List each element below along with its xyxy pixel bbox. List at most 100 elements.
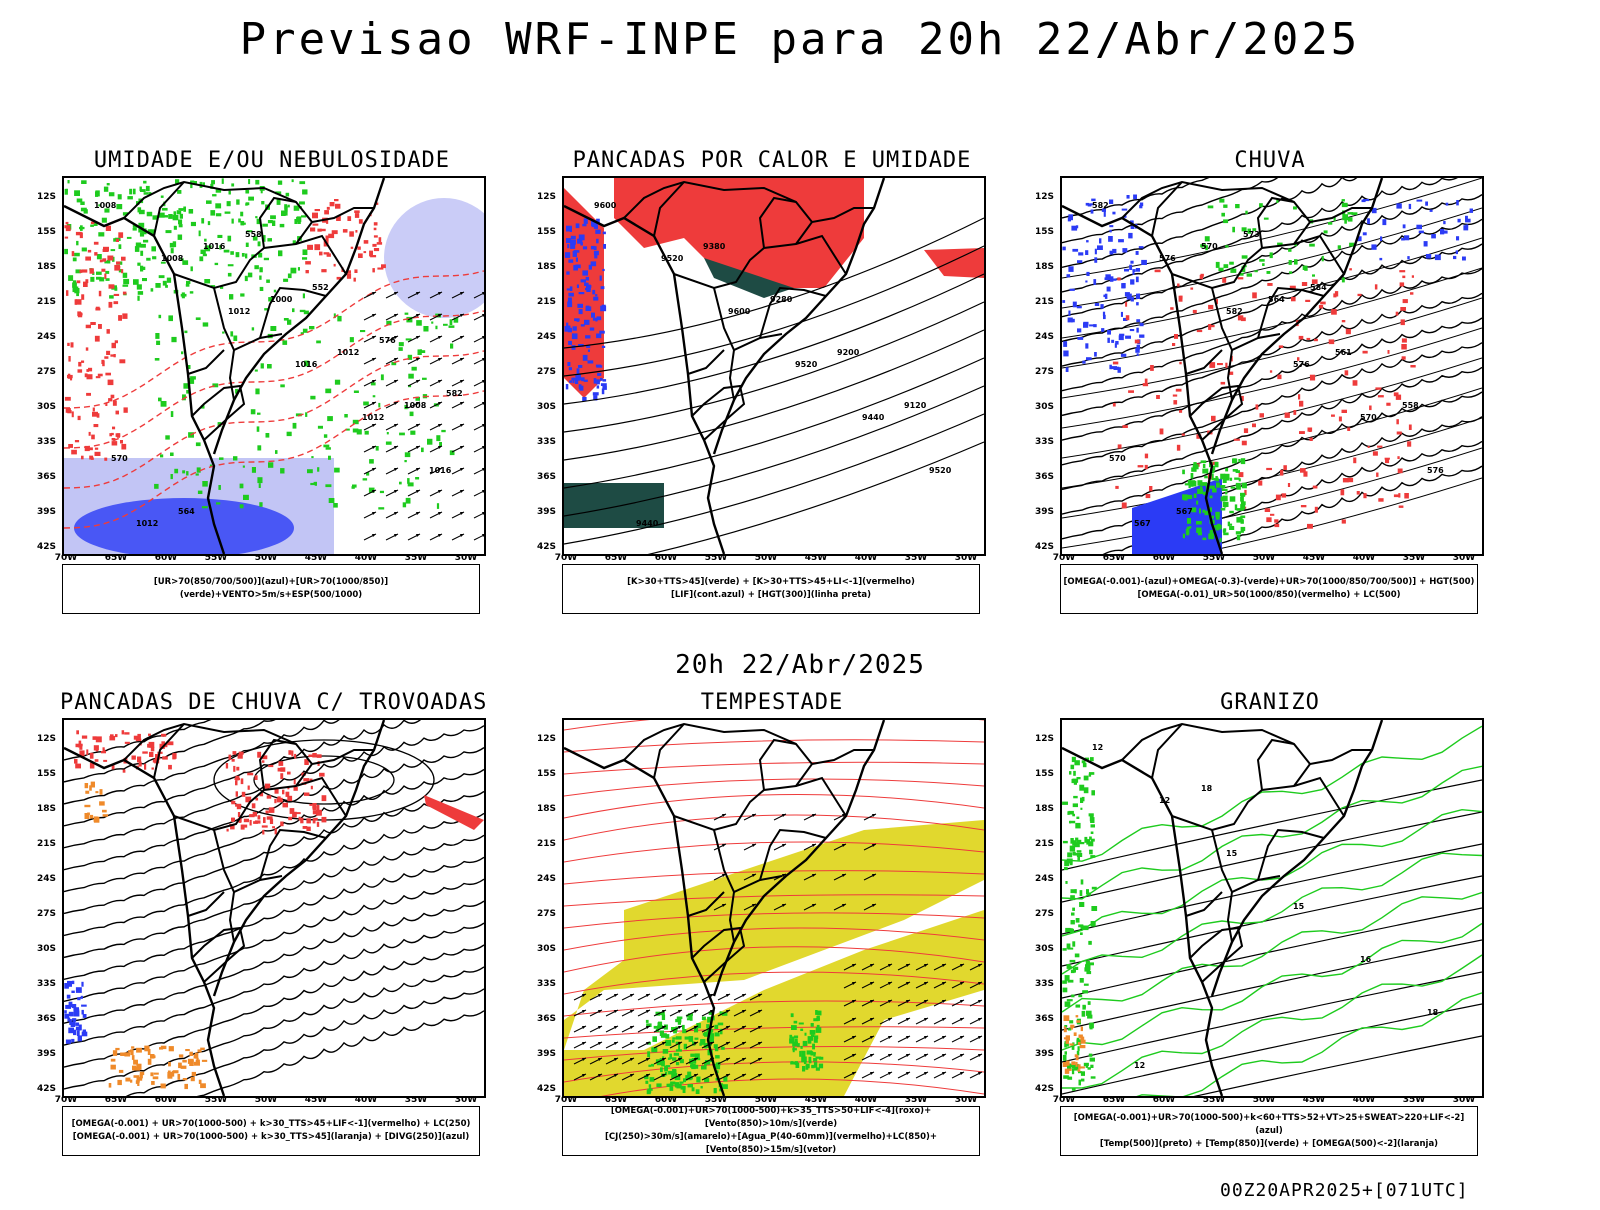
lat-tick-label: 12S [1034,734,1054,744]
legend-line: [K>30+TTS>45](verde) + [K>30+TTS>45+LI<-… [627,577,915,587]
lat-tick-label: 42S [36,542,56,552]
lon-tick-label: 30W [1452,1095,1476,1105]
lat-tick-label: 27S [536,909,556,919]
lat-tick-label: 33S [536,979,556,989]
lat-tick-label: 15S [536,769,556,779]
contour-label: 9120 [904,401,927,410]
lon-tick-label: 40W [1352,1095,1376,1105]
lon-tick-label: 55W [204,1095,228,1105]
contour-label: 9280 [770,295,793,304]
contour-label: 1016 [429,466,452,475]
contour-label: 1012 [337,348,359,357]
lon-tick-label: 45W [304,1095,328,1105]
lon-tick-label: 35W [1402,553,1426,563]
lat-tick-label: 33S [1034,437,1054,447]
lat-tick-label: 27S [36,909,56,919]
lon-tick-label: 50W [754,553,778,563]
lat-tick-label: 39S [36,507,56,517]
lat-tick-label: 42S [536,1084,556,1094]
lon-tick-label: 55W [204,553,228,563]
lon-tick-label: 55W [704,553,728,563]
lat-tick-label: 30S [1034,944,1054,954]
contour-label: 582 [446,389,463,398]
lon-tick-label: 30W [954,553,978,563]
map-tempestade [562,718,986,1098]
legend-box: [OMEGA(-0.001)-(azul)+OMEGA(-0.3)-(verde… [1060,564,1478,614]
middle-time-label: 20h 22/Abr/2025 [675,650,925,680]
lon-tick-label: 30W [454,1095,478,1105]
lat-tick-label: 33S [536,437,556,447]
lat-tick-label: 21S [36,839,56,849]
longitude-axis: 70W 65W 60W 55W 50W 45W 40W 35W 30W [1053,1095,1482,1109]
contour-label: 573 [1243,230,1260,239]
main-title: Previsao WRF-INPE para 20h 22/Abr/2025 [239,14,1361,65]
lat-tick-label: 27S [1034,367,1054,377]
lat-tick-label: 15S [1034,227,1054,237]
lon-tick-label: 50W [1252,1095,1276,1105]
lon-tick-label: 60W [1152,553,1176,563]
legend-box: [K>30+TTS>45](verde) + [K>30+TTS>45+LI<-… [562,564,980,614]
lat-tick-label: 36S [36,472,56,482]
lon-tick-label: 45W [804,1095,828,1105]
contour-label: 1012 [362,413,384,422]
lon-tick-label: 35W [404,1095,428,1105]
contour-label: 567 [1176,507,1193,516]
contour-label: 9520 [795,360,818,369]
lat-tick-label: 18S [36,262,56,272]
lat-tick-label: 12S [536,192,556,202]
lon-tick-label: 40W [354,1095,378,1105]
contour-label: 1000 [270,295,293,304]
contour-label: 552 [312,283,329,292]
legend-line: [CJ(250)>30m/s](amarelo)+[Agua_P(40-60mm… [604,1132,938,1155]
legend-line: [LIF](cont.azul) + [HGT(300)](linha pret… [670,590,872,600]
lat-tick-label: 24S [1034,332,1054,342]
lat-tick-label: 33S [36,437,56,447]
lat-tick-label: 27S [1034,909,1054,919]
contour-label: 9600 [594,201,617,210]
contour-label: 15 [1226,849,1238,858]
panel-title: GRANIZO [1220,690,1320,715]
lon-tick-label: 65W [1102,553,1126,563]
map-umidade-nebulosidade: 1008 1008 1012 1016 1012 1016 1012 1016 1000 1012… [62,176,486,556]
panel-title: UMIDADE E/OU NEBULOSIDADE [93,148,451,173]
lat-tick-label: 39S [36,1049,56,1059]
lon-tick-label: 40W [1352,553,1376,563]
lon-tick-label: 30W [1452,553,1476,563]
latitude-axis: 12S 15S 18S 21S 24S 27S 30S 33S 36S 39S 42S [528,176,558,552]
lat-tick-label: 30S [36,944,56,954]
lat-tick-label: 21S [536,839,556,849]
legend-line: [OMEGA(-0.001)+UR>70(1000-500)+k<60+TTS>… [1073,1112,1465,1136]
lon-tick-label: 65W [104,1095,128,1105]
lat-tick-label: 36S [536,472,556,482]
contour-label: 1016 [295,360,318,369]
contour-label: 9440 [862,413,885,422]
lat-tick-label: 39S [536,507,556,517]
contour-label: 9200 [837,348,860,357]
lat-tick-label: 18S [1034,262,1054,272]
lon-tick-label: 35W [904,553,928,563]
lat-tick-label: 36S [1034,472,1054,482]
lat-tick-label: 42S [536,542,556,552]
lat-tick-label: 39S [536,1049,556,1059]
legend-line: [OMEGA(-0.001) + UR>70(1000-500) + k>30_… [72,1132,470,1142]
latitude-axis: 12S 15S 18S 21S 24S 27S 30S 33S 36S 39S 42S [1026,718,1056,1094]
panel-title: CHUVA [1234,148,1306,173]
legend-line: [OMEGA(-0.01)_UR>50(1000/850)(vermelho) … [1137,590,1401,600]
lat-tick-label: 21S [536,297,556,307]
lon-tick-label: 30W [954,1095,978,1105]
contour-label: 9600 [728,307,751,316]
lat-tick-label: 27S [536,367,556,377]
lat-tick-label: 15S [536,227,556,237]
lon-tick-label: 35W [404,553,428,563]
contour-label: 1016 [203,242,226,251]
contour-label: 564 [178,507,195,516]
lon-tick-label: 70W [54,553,78,563]
contour-label: 1008 [94,201,117,210]
contour-label: 12 [1092,743,1103,752]
lon-tick-label: 70W [554,1095,578,1105]
lat-tick-label: 18S [536,262,556,272]
lon-tick-label: 55W [1202,1095,1226,1105]
lat-tick-label: 36S [536,1014,556,1024]
lat-tick-label: 24S [36,874,56,884]
contour-label: 570 [1201,242,1218,251]
